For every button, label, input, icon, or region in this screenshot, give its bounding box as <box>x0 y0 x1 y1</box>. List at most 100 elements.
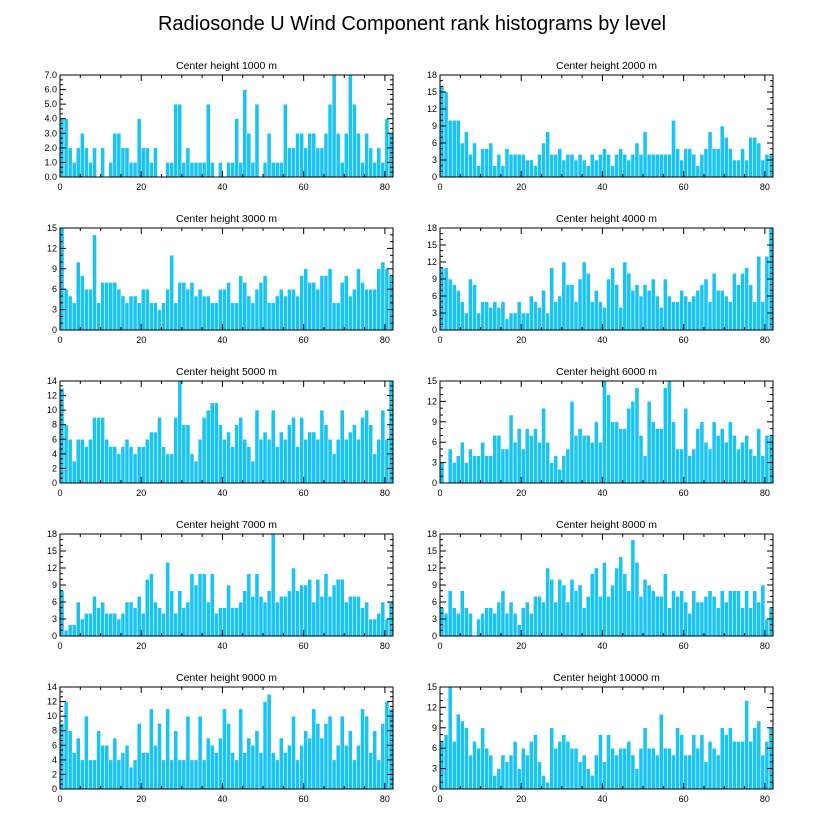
histogram-bar <box>311 601 317 637</box>
histogram-bar <box>161 613 166 637</box>
histogram-panel: Center height 7000 m 0 3 6 9 12 15 18 0 20 40 60 80 <box>47 519 394 651</box>
histogram-bar <box>295 446 300 484</box>
histogram-bar <box>622 428 628 484</box>
histogram-bar <box>464 727 469 790</box>
histogram-bar <box>339 282 345 331</box>
histogram-bar <box>71 752 77 790</box>
histogram-bar <box>687 455 693 484</box>
histogram-bar <box>447 590 453 637</box>
histogram-bar <box>238 275 243 331</box>
histogram-bar <box>679 448 684 484</box>
histogram-bar <box>508 414 514 484</box>
histogram-bar <box>642 579 648 637</box>
histogram-bar <box>100 745 105 790</box>
histogram-bar <box>258 282 264 331</box>
histogram-bar <box>760 584 766 637</box>
histogram-bar <box>525 312 530 331</box>
histogram-bar <box>488 142 494 178</box>
histogram-bar <box>291 715 296 790</box>
histogram-bar <box>541 601 546 637</box>
histogram-bar <box>447 278 453 331</box>
histogram-bar <box>626 159 632 178</box>
histogram-bar <box>250 162 256 178</box>
histogram-bar <box>585 596 591 637</box>
histogram-bar <box>614 421 619 484</box>
histogram-bar <box>585 768 591 790</box>
histogram-bar <box>197 288 203 331</box>
x-tick-label: 20 <box>136 488 146 498</box>
histogram-bar <box>319 147 325 178</box>
histogram-bar <box>736 590 741 637</box>
histogram-bar <box>508 601 514 637</box>
histogram-bar <box>128 446 134 484</box>
figure-title: Radiosonde U Wind Component rank histogr… <box>158 13 666 35</box>
histogram-bar <box>242 282 248 331</box>
histogram-bar <box>185 715 191 790</box>
histogram-bar <box>169 759 174 790</box>
histogram-bar <box>520 747 526 790</box>
histogram-bar <box>618 307 623 331</box>
histogram-bar <box>695 601 701 637</box>
histogram-bar <box>581 607 587 637</box>
x-tick-label: 40 <box>597 335 607 345</box>
histogram-bar <box>92 147 97 178</box>
y-tick-label: 12 <box>427 702 437 712</box>
histogram-bar <box>303 268 308 331</box>
histogram-bar <box>173 302 179 331</box>
panel-title: Center height 10000 m <box>553 672 660 684</box>
histogram-bar <box>476 165 481 178</box>
histogram-bar <box>136 596 142 637</box>
histogram-bar <box>638 295 644 331</box>
histogram-bar <box>565 284 571 331</box>
histogram-bar <box>124 302 130 331</box>
plot-frame <box>439 380 774 484</box>
histogram-bar <box>376 613 382 637</box>
histogram-bar <box>533 428 538 484</box>
histogram-bar <box>356 745 361 790</box>
y-tick-label: 15 <box>427 240 437 250</box>
histogram-bar <box>719 727 725 790</box>
panel-title: Center height 5000 m <box>176 366 277 378</box>
histogram-bar <box>348 74 353 178</box>
histogram-bar <box>675 727 680 790</box>
histogram-bar <box>488 455 494 484</box>
histogram-bar <box>303 147 308 178</box>
histogram-bar <box>339 579 345 637</box>
histogram-bar <box>100 147 105 178</box>
histogram-bar <box>173 613 179 637</box>
y-tick-label: 8 <box>52 420 57 430</box>
histogram-bar <box>529 159 534 178</box>
histogram-bar <box>622 747 628 790</box>
histogram-bar <box>752 727 758 790</box>
histogram-bar <box>246 295 252 331</box>
y-tick-label: 9 <box>52 580 57 590</box>
histogram-bar <box>557 148 563 178</box>
histogram-bar <box>744 590 749 637</box>
histogram-bar <box>205 103 211 178</box>
histogram-bar <box>177 590 183 637</box>
y-tick-label: 9 <box>432 121 437 131</box>
histogram-bar <box>356 596 361 637</box>
histogram-bar <box>646 154 652 178</box>
histogram-bar <box>557 741 563 790</box>
histogram-bar <box>67 295 73 331</box>
histogram-bar <box>728 727 733 790</box>
plot-frame <box>59 74 394 178</box>
histogram-bar <box>161 446 166 484</box>
histogram-bar <box>691 154 697 178</box>
histogram-bar <box>675 448 680 484</box>
histogram-bar <box>108 282 114 331</box>
histogram-bar <box>124 601 130 637</box>
histogram-bar <box>512 312 518 331</box>
histogram-bar <box>136 723 142 790</box>
histogram-bar <box>230 607 235 637</box>
histogram-bar <box>679 290 684 331</box>
histogram-bar <box>132 295 138 331</box>
histogram-bar <box>533 165 538 178</box>
histogram-panel: Center height 2000 m 0 3 6 9 12 15 18 0 20 40 60 80 <box>427 60 774 192</box>
histogram-bar <box>234 424 239 484</box>
histogram-bar <box>460 590 465 637</box>
histogram-bar <box>455 613 461 637</box>
histogram-bar <box>464 462 469 484</box>
histogram-bar <box>291 417 296 484</box>
